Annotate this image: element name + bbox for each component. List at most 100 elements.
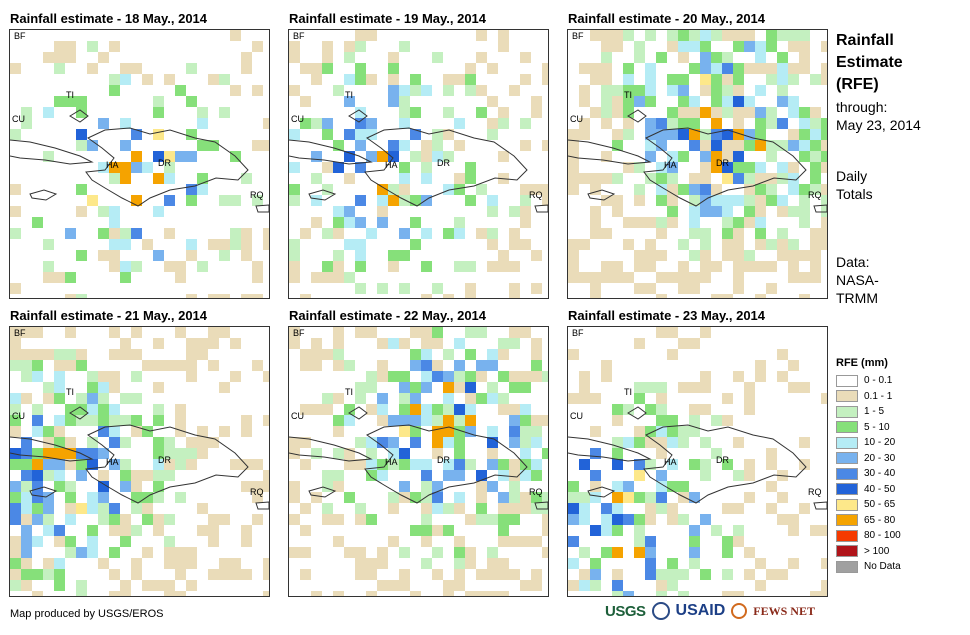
map-label-bf: BF (572, 31, 584, 41)
rainfall-cell (788, 514, 799, 525)
rainfall-cell (579, 63, 590, 74)
rainfall-cell (733, 591, 744, 596)
rainfall-cell (208, 437, 219, 448)
rainfall-cell (10, 492, 21, 503)
rainfall-cell (733, 129, 744, 140)
rainfall-cell (399, 162, 410, 173)
rainfall-cell (590, 184, 601, 195)
map-label-ha: HA (385, 160, 398, 170)
rainfall-cell (465, 85, 476, 96)
rainfall-cell (788, 96, 799, 107)
rainfall-cell (810, 250, 821, 261)
rainfall-cell (766, 261, 777, 272)
rainfall-cell (777, 228, 788, 239)
rainfall-cell (821, 151, 827, 162)
rainfall-cell (744, 459, 755, 470)
rainfall-cell (766, 41, 777, 52)
rainfall-cell (520, 492, 531, 503)
rainfall-cell (120, 162, 131, 173)
rainfall-cell (509, 481, 520, 492)
rainfall-cell (601, 525, 612, 536)
map-label-cu: CU (12, 114, 25, 124)
rainfall-cell (32, 492, 43, 503)
rainfall-cell (43, 437, 54, 448)
rainfall-cell (164, 151, 175, 162)
rainfall-cell (109, 591, 120, 596)
rainfall-cell (623, 239, 634, 250)
rainfall-cell (744, 41, 755, 52)
rainfall-cell (733, 470, 744, 481)
rainfall-cell (186, 63, 197, 74)
rainfall-cell (579, 371, 590, 382)
rainfall-cell (300, 525, 311, 536)
rainfall-cell (689, 459, 700, 470)
rainfall-cell (311, 338, 322, 349)
rainfall-cell (421, 459, 432, 470)
rainfall-cell (755, 63, 766, 74)
rainfall-cell (634, 195, 645, 206)
rainfall-cell (153, 107, 164, 118)
rainfall-cell (656, 272, 667, 283)
rainfall-cell (645, 151, 656, 162)
rainfall-cell (377, 338, 388, 349)
rainfall-cell (219, 514, 230, 525)
rainfall-cell (120, 140, 131, 151)
rainfall-cell (667, 349, 678, 360)
rainfall-cell (109, 459, 120, 470)
rainfall-cell (689, 129, 700, 140)
rainfall-cell (612, 206, 623, 217)
rainfall-cell (722, 63, 733, 74)
rainfall-cell (43, 448, 54, 459)
rainfall-cell (355, 30, 366, 41)
rainfall-cell (388, 492, 399, 503)
rainfall-cell (821, 63, 827, 74)
rainfall-cell (432, 129, 443, 140)
rainfall-cell (355, 547, 366, 558)
rainfall-cell (755, 206, 766, 217)
rainfall-cell (744, 162, 755, 173)
rainfall-cell (531, 536, 542, 547)
rainfall-cell (109, 228, 120, 239)
rainfall-cell (322, 404, 333, 415)
rainfall-cell (645, 96, 656, 107)
rainfall-cell (755, 140, 766, 151)
rainfall-cell (410, 107, 421, 118)
rainfall-cell (252, 195, 263, 206)
rainfall-cell (87, 459, 98, 470)
rainfall-cell (678, 481, 689, 492)
rainfall-cell (623, 30, 634, 41)
rainfall-cell (509, 239, 520, 250)
rainfall-cell (289, 338, 300, 349)
rainfall-cell (355, 63, 366, 74)
rainfall-cell (821, 393, 827, 404)
map-label-ha: HA (664, 160, 677, 170)
rainfall-cell (788, 239, 799, 250)
rainfall-cell (10, 459, 21, 470)
rainfall-cell (43, 393, 54, 404)
rainfall-cell (443, 107, 454, 118)
rainfall-cell (32, 426, 43, 437)
rainfall-cell (344, 459, 355, 470)
rainfall-cell (498, 536, 509, 547)
rainfall-cell (76, 404, 87, 415)
rainfall-cell (810, 525, 821, 536)
rainfall-cell (10, 448, 21, 459)
rainfall-cell (700, 228, 711, 239)
rainfall-cell (54, 448, 65, 459)
rainfall-cell (32, 371, 43, 382)
rainfall-cell (568, 239, 579, 250)
rainfall-cell (410, 382, 421, 393)
rainfall-cell (311, 448, 322, 459)
rainfall-cell (656, 448, 667, 459)
rainfall-cell (289, 52, 300, 63)
rainfall-cell (623, 107, 634, 118)
rainfall-cell (289, 327, 300, 338)
rainfall-cell (142, 360, 153, 371)
rainfall-cell (612, 261, 623, 272)
rainfall-cell (476, 52, 487, 63)
rainfall-cell (766, 239, 777, 250)
rainfall-cell (667, 327, 678, 338)
rainfall-cell (454, 470, 465, 481)
rainfall-cell (799, 437, 810, 448)
rainfall-cell (366, 404, 377, 415)
